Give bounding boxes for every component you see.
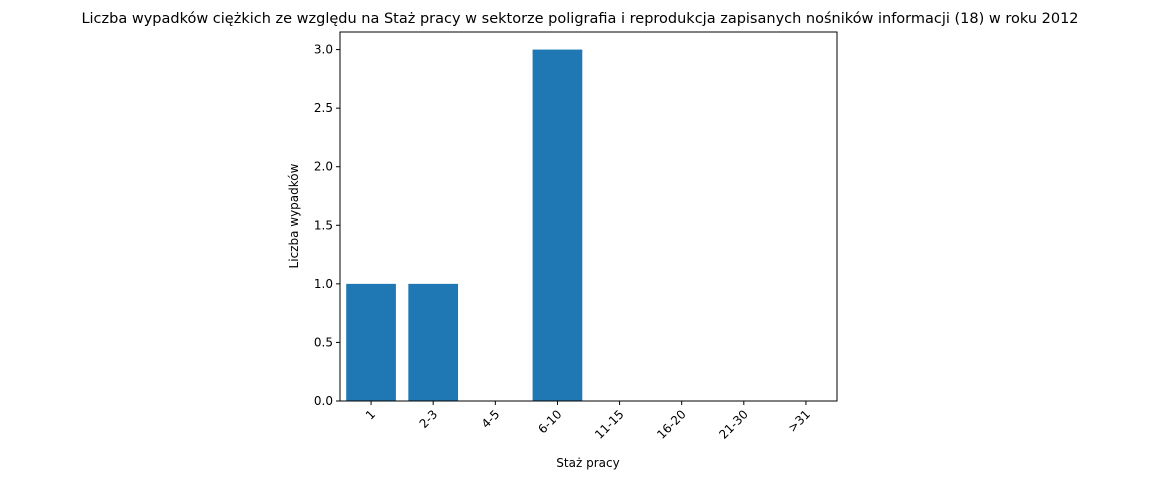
x-tick-label: 11-15 xyxy=(592,407,627,442)
x-tick-label: 4-5 xyxy=(479,407,503,431)
plot-area: 0.0 0.5 1.0 1.5 2.0 2.5 3.0 1 2-3 4-5 6-10 11-15 16-… xyxy=(314,31,838,442)
x-axis-label: Staż pracy xyxy=(556,456,619,470)
x-tick-label: 6-10 xyxy=(535,407,564,436)
y-tick-label: 2.0 xyxy=(314,160,333,174)
plot-frame xyxy=(339,31,838,402)
x-tick-label: 21-30 xyxy=(716,407,751,442)
chart-title: Liczba wypadków ciężkich ze względu na S… xyxy=(81,11,1078,27)
bar-2-3 xyxy=(408,283,459,401)
x-tick-label: 2-3 xyxy=(417,407,441,431)
y-tick-label: 3.0 xyxy=(314,43,333,57)
y-tick-label: 2.5 xyxy=(314,101,333,115)
bar-1 xyxy=(346,283,396,401)
x-tick-label: 16-20 xyxy=(654,407,689,442)
y-tick-label: 1.5 xyxy=(314,218,333,232)
y-axis-label: Liczba wypadków xyxy=(287,163,301,268)
bar-6-10 xyxy=(532,49,583,401)
y-tick-label: 1.0 xyxy=(314,277,333,291)
x-tick-label: >31 xyxy=(785,407,813,435)
x-tick-label: 1 xyxy=(363,407,378,422)
y-tick-label: 0.0 xyxy=(314,394,333,408)
y-tick-label: 0.5 xyxy=(314,335,333,349)
